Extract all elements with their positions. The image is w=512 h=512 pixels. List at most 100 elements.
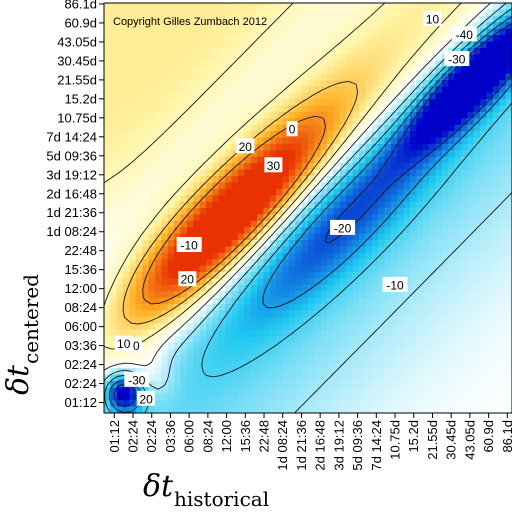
heatmap-cell [250,41,258,49]
heatmap-cell [416,3,424,11]
heatmap-cell [263,35,271,43]
heatmap-cell [314,60,322,68]
contour-label: -30 [448,53,466,67]
heatmap-cell [378,214,386,222]
heatmap-cell [480,99,488,107]
heatmap-cell [333,233,341,241]
heatmap-cell [167,54,175,62]
heatmap-cell [269,227,277,235]
heatmap-cell [422,227,430,235]
heatmap-cell [333,278,341,286]
heatmap-cell [480,310,488,318]
heatmap-cell [410,15,417,23]
y-tick-label: 02:24 [64,357,97,372]
heatmap-cell [276,368,284,376]
heatmap-cell [161,118,169,126]
heatmap-cell [135,79,143,87]
heatmap-cell [448,348,456,356]
heatmap-cell [308,105,315,113]
heatmap-cell [174,208,182,216]
heatmap-cell [480,182,488,190]
heatmap-cell [467,137,475,145]
heatmap-cell [461,175,468,183]
y-tick-label: 01:12 [64,395,97,410]
heatmap-cell [110,41,118,49]
heatmap-cell [435,143,443,151]
heatmap-cell [148,323,156,331]
heatmap-cell [206,214,213,222]
heatmap-cell [390,41,398,49]
heatmap-cell [397,368,405,376]
heatmap-cell [359,137,366,145]
heatmap-cell [320,329,328,337]
heatmap-cell [155,111,162,119]
heatmap-cell [308,99,315,107]
heatmap-cell [371,143,379,151]
heatmap-cell [454,284,462,292]
heatmap-cell [110,188,118,196]
heatmap-cell [410,329,417,337]
heatmap-cell [486,316,494,324]
heatmap-cell [359,233,366,241]
heatmap-cell [359,297,366,305]
heatmap-cell [505,323,512,331]
heatmap-cell [218,67,226,75]
heatmap-cell [116,175,124,183]
heatmap-cell [499,348,507,356]
heatmap-cell [320,137,328,145]
heatmap-cell [416,380,424,388]
heatmap-cell [308,393,315,401]
heatmap-cell [282,111,290,119]
heatmap-cell [359,47,366,55]
heatmap-cell [422,374,430,382]
heatmap-cell [193,284,201,292]
heatmap-cell [435,67,443,75]
heatmap-cell [429,99,437,107]
heatmap-cell [116,143,124,151]
x-tick-label: 3d 19:12 [331,420,346,471]
heatmap-cell [269,111,277,119]
heatmap-cell [371,380,379,388]
heatmap-cell [339,323,347,331]
heatmap-cell [333,156,341,164]
heatmap-cell [403,259,411,267]
heatmap-cell [492,227,500,235]
heatmap-cell [212,342,220,350]
heatmap-cell [371,124,379,132]
heatmap-cell [480,35,488,43]
heatmap-cell [441,316,449,324]
heatmap-cell [390,182,398,190]
heatmap-cell [231,208,239,216]
heatmap-cell [123,105,131,113]
heatmap-cell [416,60,424,68]
heatmap-cell [123,240,131,248]
heatmap-cell [167,208,175,216]
heatmap-cell [174,214,182,222]
heatmap-cell [123,92,131,100]
heatmap-cell [461,368,468,376]
heatmap-cell [422,124,430,132]
heatmap-cell [276,105,284,113]
heatmap-cell [435,393,443,401]
heatmap-cell [397,374,405,382]
heatmap-cell [378,361,386,369]
heatmap-cell [148,310,156,318]
heatmap-cell [116,3,124,11]
heatmap-cell [193,265,201,273]
heatmap-cell [237,105,245,113]
heatmap-cell [320,316,328,324]
heatmap-cell [441,163,449,171]
heatmap-cell [116,137,124,145]
heatmap-cell [505,246,512,254]
contour-label-box [330,219,356,235]
heatmap-cell [116,380,124,388]
heatmap-cell [212,233,220,241]
heatmap-cell [129,304,137,312]
heatmap-cell [441,387,449,395]
heatmap-cell [129,163,137,171]
heatmap-cell [174,348,182,356]
heatmap-cell [410,182,417,190]
heatmap-cell [193,92,201,100]
heatmap-cell [371,387,379,395]
heatmap-cell [269,67,277,75]
